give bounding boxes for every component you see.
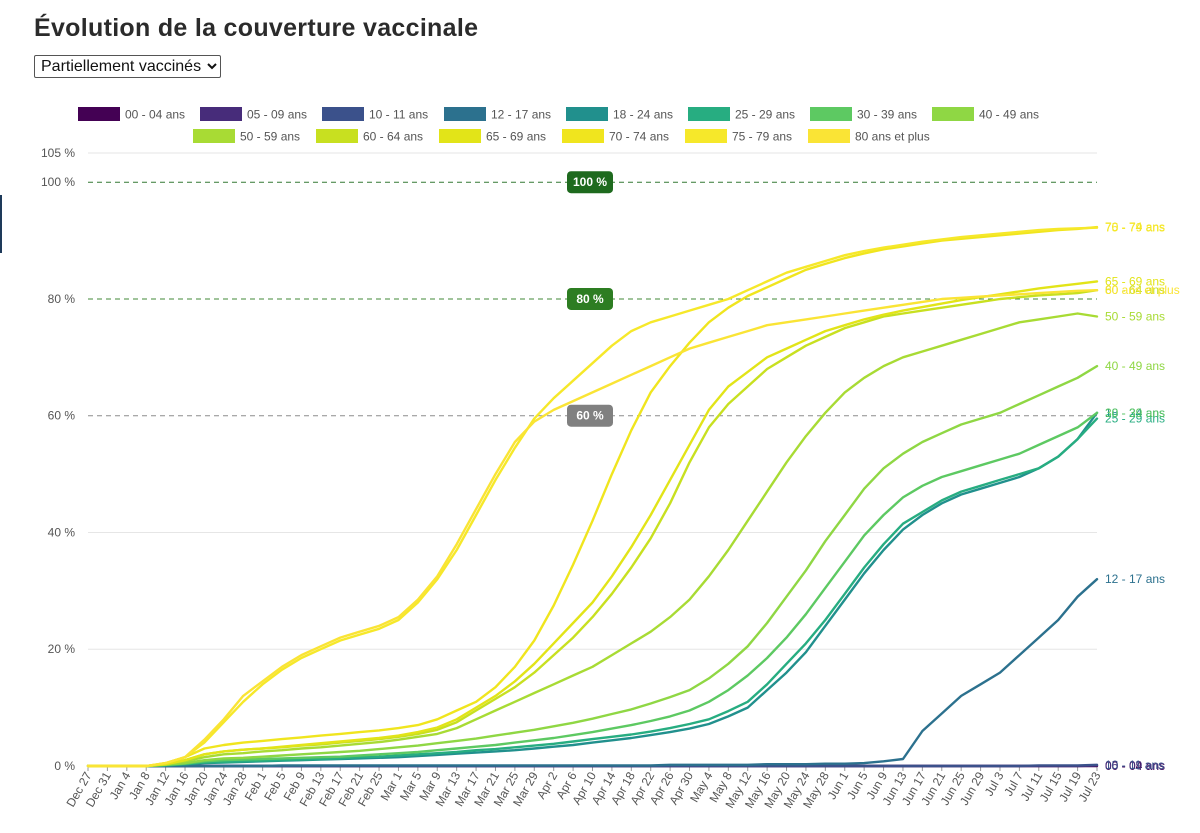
legend-swatch [562, 129, 604, 143]
series-line [86, 226, 1099, 768]
series-end-label: 80 ans et plus [1105, 283, 1180, 297]
series-end-label: 60 - 64 ans [1105, 283, 1165, 297]
series-line [86, 280, 1099, 768]
series-end-label: 12 - 17 ans [1105, 572, 1165, 586]
legend-swatch [810, 107, 852, 121]
legend-swatch [808, 129, 850, 143]
y-tick-label: 105 % [41, 146, 75, 160]
legend-label: 25 - 29 ans [735, 108, 795, 122]
series-line [86, 411, 1099, 768]
legend-label: 50 - 59 ans [240, 130, 300, 144]
legend-label: 65 - 69 ans [486, 130, 546, 144]
legend-label: 80 ans et plus [855, 130, 930, 144]
series-end-label: 70 - 74 ans [1105, 220, 1165, 234]
legend-swatch [322, 107, 364, 121]
x-tick-label: Jul 3 [982, 769, 1007, 798]
series-end-label: 65 - 69 ans [1105, 274, 1165, 288]
legend-swatch [439, 129, 481, 143]
series-end-label: 00 - 04 ans [1105, 759, 1165, 773]
window-edge [0, 195, 2, 253]
series-end-label: 25 - 29 ans [1105, 412, 1165, 426]
y-tick-label: 0 % [54, 759, 75, 773]
chart-gridlines [88, 152, 1097, 767]
legend-label: 00 - 04 ans [125, 108, 185, 122]
threshold-badge-label: 60 % [576, 409, 604, 423]
chart-legend: 00 - 04 ans 05 - 09 ans 10 - 11 ans 12 - 17… [78, 107, 1039, 144]
threshold-badge-label: 100 % [573, 175, 607, 189]
legend-label: 75 - 79 ans [732, 130, 792, 144]
vaccination-status-dropdown[interactable]: Partiellement vaccinés [34, 55, 221, 78]
legend-swatch [316, 129, 358, 143]
legend-label: 12 - 17 ans [491, 108, 551, 122]
vaccination-coverage-chart: 00 - 04 ans 05 - 09 ans 10 - 11 ans 12 - 17… [41, 107, 1180, 811]
legend-label: 40 - 49 ans [979, 108, 1039, 122]
series-line [86, 289, 1099, 768]
y-axis: 0 % 20 % 40 % 60 % 80 % 100 % 105 % [41, 146, 75, 773]
page-title: Évolution de la couverture vaccinale [34, 14, 479, 42]
series-line [86, 364, 1099, 768]
legend-swatch [444, 107, 486, 121]
legend-label: 60 - 64 ans [363, 130, 423, 144]
series-end-label: 50 - 59 ans [1105, 309, 1165, 323]
y-tick-label: 100 % [41, 175, 75, 189]
series-line [86, 312, 1099, 768]
legend-label: 05 - 09 ans [247, 108, 307, 122]
legend-swatch [566, 107, 608, 121]
series-line [86, 417, 1099, 768]
legend-swatch [932, 107, 974, 121]
legend-swatch [193, 129, 235, 143]
legend-swatch [78, 107, 120, 121]
series-end-label: 18 - 24 ans [1105, 406, 1165, 420]
legend-swatch [200, 107, 242, 121]
series-line [86, 411, 1099, 768]
series-line [86, 225, 1099, 768]
threshold-lines: 100 % 80 % 60 % [88, 171, 1097, 427]
legend-label: 30 - 39 ans [857, 108, 917, 122]
threshold-badge-label: 80 % [576, 292, 604, 306]
threshold-badge [567, 404, 613, 427]
series-end-label: 40 - 49 ans [1105, 359, 1165, 373]
legend-swatch [685, 129, 727, 143]
legend-swatch [688, 107, 730, 121]
series-end-label: 75 - 79 ans [1105, 221, 1165, 235]
series-end-label: 30 - 39 ans [1105, 406, 1165, 420]
series-line [86, 289, 1099, 768]
y-tick-label: 60 % [48, 409, 76, 423]
series-line [86, 578, 1099, 768]
legend-label: 10 - 11 ans [369, 108, 428, 122]
legend-label: 18 - 24 ans [613, 108, 673, 122]
y-tick-label: 20 % [48, 642, 76, 656]
series-end-label: 10 - 11 ans [1105, 758, 1164, 772]
series-end-label: 05 - 09 ans [1105, 758, 1165, 772]
y-tick-label: 40 % [48, 525, 76, 539]
data-series [86, 225, 1099, 768]
threshold-badge [567, 287, 613, 310]
legend-label: 70 - 74 ans [609, 130, 669, 144]
y-tick-label: 80 % [48, 292, 76, 306]
threshold-badge [567, 171, 613, 194]
